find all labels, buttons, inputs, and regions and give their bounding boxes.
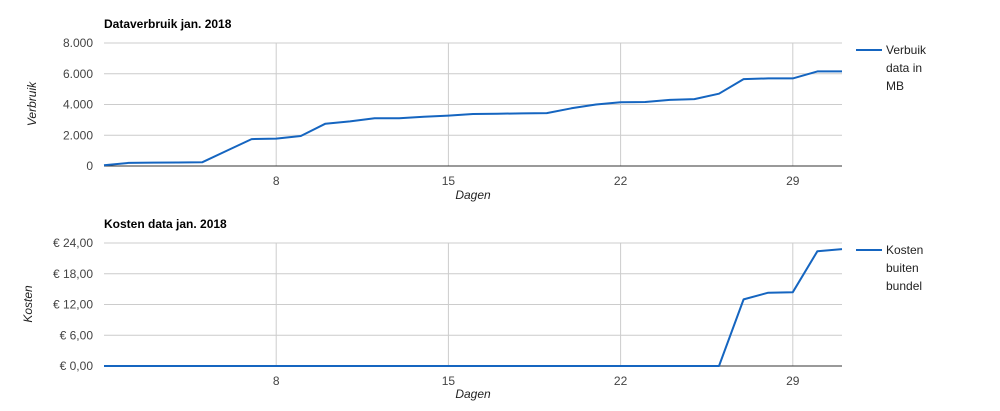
data-usage-chart: Dataverbruik jan. 2018 Dagen Verbruik 0 2… xyxy=(25,17,927,202)
y-tick-label: 0 xyxy=(86,159,93,173)
x-tick-label: 22 xyxy=(614,374,628,388)
y-axis-label: Kosten xyxy=(21,285,35,323)
legend: Kosten buiten bundel xyxy=(856,243,923,293)
x-axis-label: Dagen xyxy=(455,188,491,202)
chart-title: Dataverbruik jan. 2018 xyxy=(104,17,232,31)
y-tick-label: 4.000 xyxy=(63,98,93,112)
ticks-layer: 0 2.000 4.000 6.000 8.000 8 15 22 29 xyxy=(63,36,800,188)
ticks-layer: € 0,00 € 6,00 € 12,00 € 18,00 € 24,00 8 15 22 29 xyxy=(53,236,800,388)
series-layer xyxy=(103,70,842,167)
legend-label: buiten xyxy=(886,261,919,275)
x-tick-label: 8 xyxy=(273,374,280,388)
legend-label: data in xyxy=(886,61,922,75)
x-tick-label: 29 xyxy=(786,374,800,388)
legend-label: Verbuik xyxy=(886,43,927,57)
x-axis-label: Dagen xyxy=(455,387,491,401)
y-tick-label: € 6,00 xyxy=(60,328,94,342)
x-tick-label: 15 xyxy=(442,374,456,388)
y-tick-label: € 24,00 xyxy=(53,236,93,250)
cost-chart: Kosten data jan. 2018 Dagen Kosten € 0,0… xyxy=(21,217,923,401)
legend: Verbuik data in MB xyxy=(856,43,927,93)
x-tick-label: 22 xyxy=(614,174,628,188)
x-tick-label: 8 xyxy=(273,174,280,188)
x-tick-label: 15 xyxy=(442,174,456,188)
y-tick-label: € 12,00 xyxy=(53,298,93,312)
y-tick-label: € 18,00 xyxy=(53,267,93,281)
legend-label: Kosten xyxy=(886,243,923,257)
y-axis-label: Verbruik xyxy=(25,81,39,126)
chart-title: Kosten data jan. 2018 xyxy=(104,217,227,231)
legend-label: MB xyxy=(886,79,904,93)
y-tick-label: 6.000 xyxy=(63,67,93,81)
grid-layer xyxy=(104,242,842,367)
series-line xyxy=(104,248,843,367)
y-tick-label: 2.000 xyxy=(63,128,93,142)
x-tick-label: 29 xyxy=(786,174,800,188)
y-tick-label: 8.000 xyxy=(63,36,93,50)
series-line xyxy=(103,70,842,167)
y-tick-label: € 0,00 xyxy=(60,359,94,373)
legend-label: bundel xyxy=(886,279,922,293)
series-layer xyxy=(104,248,843,367)
grid-layer xyxy=(104,42,842,167)
